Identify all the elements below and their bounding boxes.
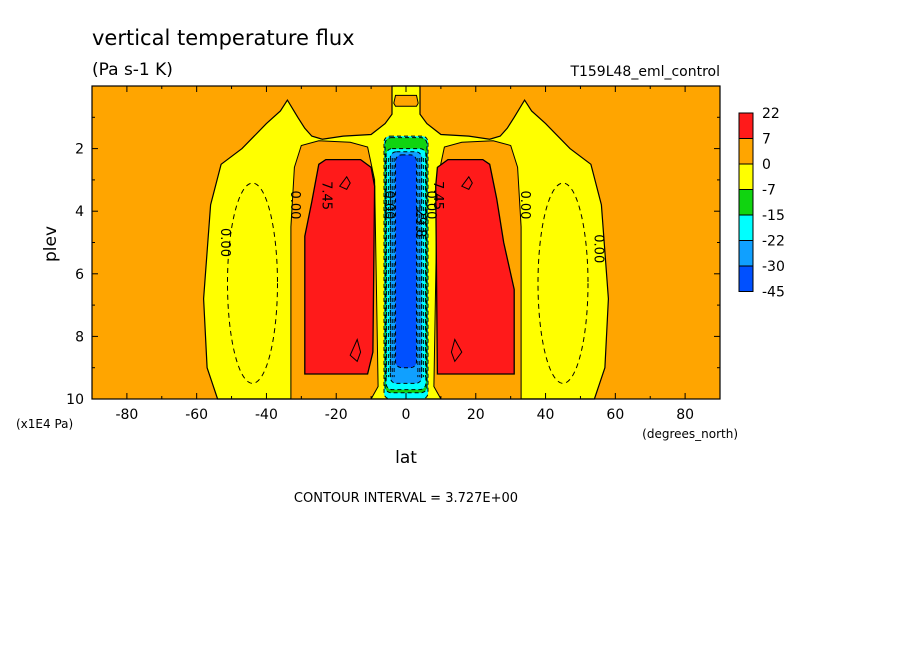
colorbar-swatch (738, 189, 754, 216)
x-tick-label: -60 (185, 407, 208, 423)
chart-subtitle: (Pa s-1 K) (92, 60, 173, 80)
colorbar-label: -45 (762, 285, 785, 301)
contour-label: 0.00 (423, 190, 438, 219)
contour-label: 0.00 (287, 190, 302, 219)
colorbar: 22 7 0 -7 -15 -22 -30 -45 (738, 106, 785, 301)
colorbar-label: -22 (762, 234, 785, 250)
contour-label: 0.00 (590, 234, 605, 263)
contour-ellipse (226, 182, 278, 384)
colorbar-swatch (738, 112, 754, 139)
x-tick-label: 40 (537, 407, 555, 423)
contour-label: 0.00 (381, 190, 396, 219)
colorbar-swatch (738, 163, 754, 190)
contour-label: 0.00 (217, 228, 232, 257)
contour-label: 0.00 (517, 190, 532, 219)
x-tick-label: -20 (325, 407, 348, 423)
plot-area: 0.000.00 7.45 0.000.007.45-29.80.00 0.00 (92, 85, 720, 400)
x-tick-label: -80 (115, 407, 138, 423)
axes: -80 -60 -40 -20 0 20 40 60 80 2 4 6 8 10 (66, 85, 721, 423)
contour-label: 7.45 (430, 181, 445, 210)
colorbar-label: 7 (762, 132, 771, 148)
red-region (435, 158, 515, 375)
y-tick-label: 10 (66, 392, 84, 408)
contour-loop (461, 175, 473, 190)
y-axis-label: plev (41, 226, 61, 262)
contour-label: -29.8 (412, 204, 427, 238)
x-tick-label: 80 (676, 407, 694, 423)
colorbar-swatch (738, 214, 754, 241)
x-tick-label: 0 (402, 407, 411, 423)
colorbar-swatch (738, 240, 754, 267)
contour-interval: CONTOUR INTERVAL = 3.727E+00 (294, 491, 518, 506)
colorbar-swatch (738, 265, 754, 292)
colorbar-swatch (738, 138, 754, 165)
orange-cap (393, 94, 419, 107)
x-axis-unit: (degrees_north) (642, 427, 738, 441)
contour-loop (349, 338, 362, 363)
contour-loop (338, 175, 351, 190)
y-tick-label: 4 (75, 204, 84, 220)
y-axis-unit: (x1E4 Pa) (16, 417, 73, 431)
y-tick-label: 2 (75, 142, 84, 158)
chart-title: vertical temperature flux (92, 26, 355, 50)
colorbar-label: -15 (762, 208, 785, 224)
x-tick-label: 20 (467, 407, 485, 423)
equatorial-band (395, 154, 417, 369)
x-axis-label: lat (395, 448, 417, 468)
contour-ellipse (537, 182, 589, 384)
colorbar-label: 22 (762, 106, 780, 122)
colorbar-label: 0 (762, 157, 771, 173)
contour-loop (450, 338, 463, 363)
contour-label: 7.45 (318, 181, 333, 210)
y-tick-label: 8 (75, 329, 84, 345)
red-region (304, 158, 376, 375)
run-label: T159L48_eml_control (569, 64, 720, 80)
x-tick-label: 60 (606, 407, 624, 423)
colorbar-label: -7 (762, 183, 776, 199)
x-tick-label: -40 (255, 407, 278, 423)
y-tick-label: 6 (75, 267, 84, 283)
colorbar-label: -30 (762, 259, 785, 275)
